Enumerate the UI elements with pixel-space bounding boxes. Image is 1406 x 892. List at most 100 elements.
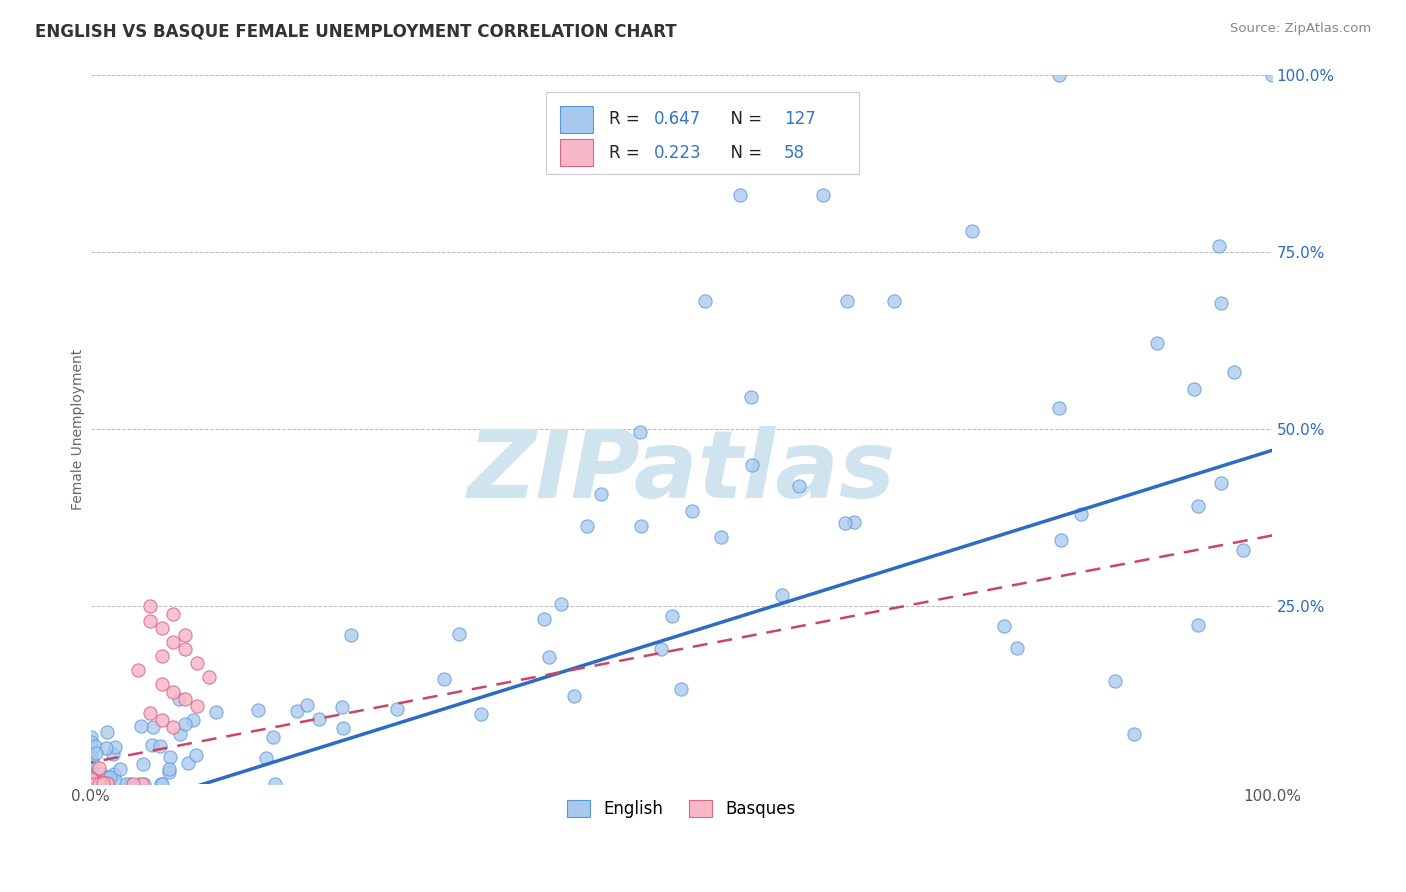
Point bbox=[80, 777, 103, 791]
Point bbox=[1047, 401, 1070, 415]
Point bbox=[150, 649, 173, 664]
Point bbox=[332, 721, 354, 735]
Point bbox=[449, 627, 471, 641]
Point bbox=[82, 773, 104, 788]
Point bbox=[80, 777, 103, 791]
Point bbox=[139, 614, 162, 628]
Point bbox=[89, 776, 111, 790]
Point bbox=[98, 771, 121, 785]
Point bbox=[115, 777, 138, 791]
Point bbox=[80, 774, 103, 789]
Point bbox=[82, 773, 104, 788]
Point bbox=[80, 777, 103, 791]
Point bbox=[80, 775, 103, 789]
Point bbox=[84, 739, 107, 753]
Point bbox=[550, 597, 572, 611]
Point bbox=[287, 704, 309, 718]
Point bbox=[82, 777, 104, 791]
Point bbox=[174, 628, 197, 642]
Point bbox=[82, 772, 104, 787]
Point bbox=[650, 642, 672, 657]
Point bbox=[1047, 68, 1070, 82]
Point bbox=[205, 705, 228, 719]
Text: N =: N = bbox=[720, 111, 768, 128]
Point bbox=[162, 720, 184, 734]
Point bbox=[104, 740, 127, 755]
Point bbox=[104, 772, 127, 787]
Y-axis label: Female Unemployment: Female Unemployment bbox=[72, 349, 86, 509]
Point bbox=[186, 656, 208, 670]
Point bbox=[80, 749, 103, 764]
Point bbox=[80, 777, 103, 791]
Point bbox=[173, 717, 195, 731]
Point bbox=[1232, 542, 1254, 557]
Point bbox=[162, 684, 184, 698]
Point bbox=[80, 776, 103, 790]
Point bbox=[661, 608, 683, 623]
Point bbox=[80, 777, 103, 791]
Point bbox=[157, 765, 180, 780]
Point bbox=[89, 776, 111, 790]
Point bbox=[80, 730, 103, 744]
Point bbox=[1146, 335, 1168, 350]
Point bbox=[883, 294, 905, 309]
Point bbox=[159, 749, 181, 764]
Point bbox=[844, 515, 866, 529]
Point bbox=[169, 727, 191, 741]
Point bbox=[80, 777, 103, 791]
Point bbox=[89, 772, 111, 787]
Point bbox=[91, 776, 114, 790]
Point bbox=[132, 777, 155, 791]
Point bbox=[628, 425, 651, 439]
Text: 127: 127 bbox=[785, 111, 815, 128]
Point bbox=[80, 776, 103, 790]
Point bbox=[308, 712, 330, 726]
Point bbox=[86, 775, 108, 789]
Point bbox=[789, 479, 811, 493]
Point bbox=[1187, 499, 1209, 513]
Point bbox=[80, 764, 103, 779]
Point bbox=[811, 188, 834, 202]
Point bbox=[150, 713, 173, 727]
Point bbox=[80, 772, 103, 787]
Point bbox=[131, 776, 153, 790]
Point bbox=[162, 635, 184, 649]
Text: R =: R = bbox=[609, 111, 645, 128]
Point bbox=[87, 761, 110, 775]
Point bbox=[91, 777, 114, 791]
Point bbox=[730, 188, 752, 202]
Point bbox=[96, 777, 118, 791]
Point bbox=[89, 774, 111, 789]
Point bbox=[80, 774, 103, 789]
FancyBboxPatch shape bbox=[560, 139, 593, 166]
Point bbox=[770, 588, 793, 602]
Point bbox=[80, 775, 103, 789]
Point bbox=[80, 772, 103, 786]
Point bbox=[1261, 68, 1284, 82]
Point bbox=[139, 599, 162, 614]
Point bbox=[89, 777, 111, 791]
Point bbox=[177, 756, 200, 770]
Point bbox=[87, 775, 110, 789]
Point bbox=[710, 530, 733, 544]
Point bbox=[339, 628, 361, 642]
Point bbox=[80, 772, 103, 786]
Point bbox=[128, 777, 150, 791]
Point bbox=[141, 738, 163, 752]
Point bbox=[470, 706, 492, 721]
Point bbox=[1070, 507, 1092, 521]
Point bbox=[681, 504, 703, 518]
Point bbox=[90, 775, 112, 789]
Point bbox=[262, 731, 284, 745]
Point bbox=[80, 777, 103, 791]
Point bbox=[96, 777, 118, 791]
Point bbox=[83, 776, 105, 790]
Point bbox=[591, 486, 613, 500]
Text: Source: ZipAtlas.com: Source: ZipAtlas.com bbox=[1230, 22, 1371, 36]
Text: ZIPatlas: ZIPatlas bbox=[467, 425, 896, 517]
Point bbox=[1187, 618, 1209, 632]
Point bbox=[630, 519, 652, 533]
Point bbox=[1050, 533, 1073, 547]
Point bbox=[1209, 476, 1232, 491]
Point bbox=[162, 607, 184, 621]
